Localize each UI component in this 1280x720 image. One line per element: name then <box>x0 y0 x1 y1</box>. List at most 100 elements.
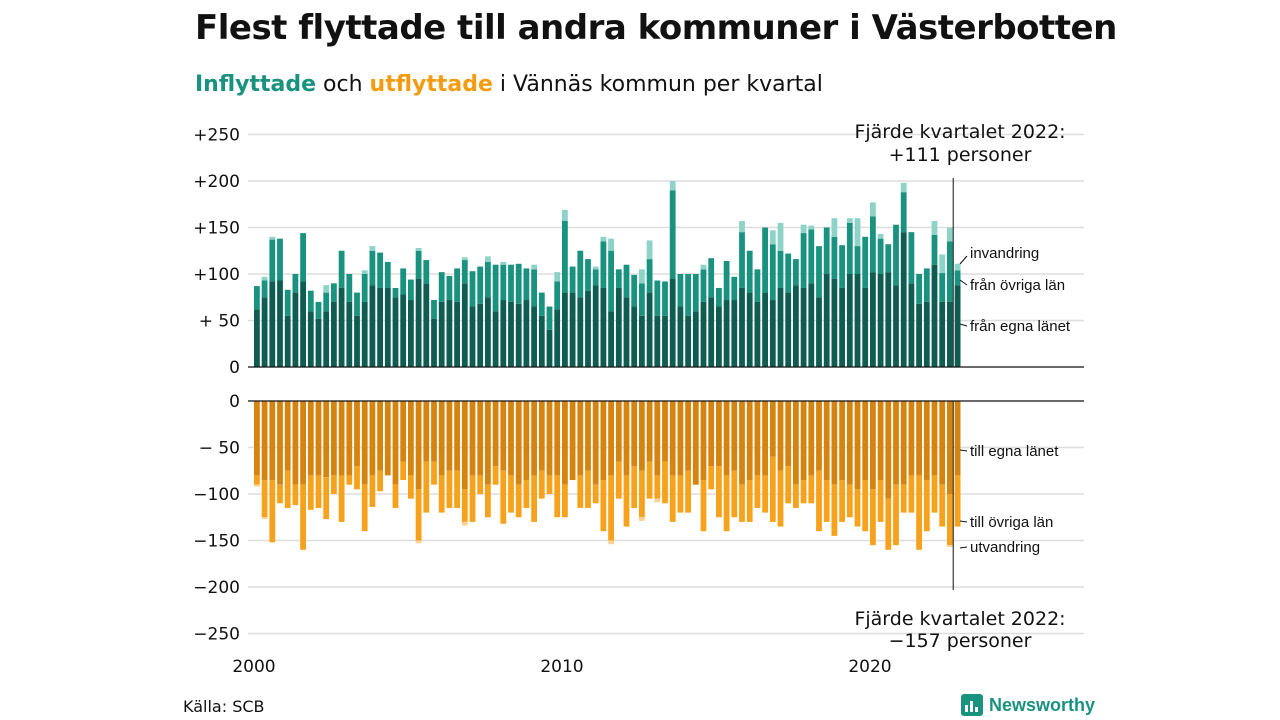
bar-out-ovriga-lan <box>631 466 638 508</box>
y-tick-label: −100 <box>193 485 240 505</box>
bar-out-ovriga-lan <box>885 498 892 550</box>
bar-out-ovriga-lan <box>469 475 476 522</box>
bar-out-egna-lanet <box>954 401 961 476</box>
bar-out-ovriga-lan <box>731 470 738 518</box>
y-tick-label: −200 <box>193 578 240 598</box>
bar-out-utvandring <box>261 517 268 520</box>
bar-in-egna-lanet <box>623 297 630 367</box>
bar-out-ovriga-lan <box>708 466 715 490</box>
bar-in-ovriga-lan <box>315 301 322 319</box>
bar-out-ovriga-lan <box>454 470 460 508</box>
bar-out-ovriga-lan <box>269 480 276 543</box>
bar-in-egna-lanet <box>785 292 792 367</box>
bar-in-ovriga-lan <box>769 244 776 301</box>
bar-out-egna-lanet <box>538 401 545 471</box>
bar-out-egna-lanet <box>284 401 291 471</box>
bar-in-ovriga-lan <box>384 261 391 288</box>
bar-in-egna-lanet <box>338 287 345 367</box>
y-tick-label: +200 <box>193 172 240 192</box>
bar-in-invandring <box>554 272 561 282</box>
bar-out-egna-lanet <box>546 401 553 476</box>
bar-in-ovriga-lan <box>954 270 961 286</box>
bar-out-ovriga-lan <box>446 470 453 508</box>
bar-in-ovriga-lan <box>254 286 260 310</box>
bar-out-egna-lanet <box>277 401 283 485</box>
bar-out-ovriga-lan <box>500 470 507 524</box>
bar-in-ovriga-lan <box>577 250 584 298</box>
bar-out-ovriga-lan <box>870 489 876 546</box>
bar-out-ovriga-lan <box>762 475 768 513</box>
bar-in-ovriga-lan <box>854 246 861 274</box>
bar-in-ovriga-lan <box>823 227 830 274</box>
bar-in-ovriga-lan <box>531 269 537 307</box>
leader-tick <box>959 255 968 265</box>
bar-in-egna-lanet <box>377 287 383 367</box>
bar-out-egna-lanet <box>569 401 576 481</box>
bar-out-egna-lanet <box>877 401 884 481</box>
bar-in-egna-lanet <box>854 274 861 367</box>
bar-in-invandring <box>269 236 276 240</box>
bar-out-egna-lanet <box>923 401 930 481</box>
bar-in-ovriga-lan <box>446 275 453 301</box>
bar-in-invandring <box>931 220 938 235</box>
bar-in-egna-lanet <box>669 278 676 367</box>
bar-out-egna-lanet <box>500 401 507 471</box>
bar-out-egna-lanet <box>615 401 622 462</box>
bar-in-invandring <box>777 222 784 251</box>
bar-out-ovriga-lan <box>662 461 668 504</box>
bar-out-egna-lanet <box>323 401 330 478</box>
bar-out-egna-lanet <box>523 401 530 481</box>
bar-out-egna-lanet <box>785 401 792 467</box>
bar-out-ovriga-lan <box>261 480 268 518</box>
bar-out-egna-lanet <box>769 401 776 457</box>
bar-in-ovriga-lan <box>923 268 930 302</box>
bar-out-egna-lanet <box>361 401 368 485</box>
bar-out-egna-lanet <box>739 401 745 485</box>
bar-out-egna-lanet <box>916 401 922 476</box>
bar-in-ovriga-lan <box>639 283 645 316</box>
bar-in-ovriga-lan <box>677 274 684 307</box>
bar-out-ovriga-lan <box>769 456 776 522</box>
bar-in-ovriga-lan <box>808 229 815 284</box>
bar-in-invandring <box>592 266 599 270</box>
bar-out-ovriga-lan <box>677 475 684 513</box>
bar-in-egna-lanet <box>315 318 322 367</box>
bar-in-egna-lanet <box>323 311 330 367</box>
bar-out-ovriga-lan <box>361 484 368 532</box>
leader-tick <box>959 546 968 549</box>
bar-out-egna-lanet <box>369 401 376 476</box>
bar-out-ovriga-lan <box>908 475 915 513</box>
bar-out-egna-lanet <box>716 401 722 467</box>
bar-in-ovriga-lan <box>623 264 630 298</box>
bar-in-egna-lanet <box>284 315 291 367</box>
bar-in-ovriga-lan <box>631 274 638 307</box>
bar-out-ovriga-lan <box>700 480 707 532</box>
bar-in-egna-lanet <box>477 303 484 367</box>
bar-out-egna-lanet <box>608 401 614 476</box>
bar-out-ovriga-lan <box>331 475 337 494</box>
bar-in-egna-lanet <box>361 301 368 367</box>
bar-out-egna-lanet <box>254 401 260 476</box>
bar-in-egna-lanet <box>577 297 584 367</box>
bar-in-egna-lanet <box>931 264 938 367</box>
bar-out-ovriga-lan <box>739 484 745 522</box>
bar-in-egna-lanet <box>492 311 499 367</box>
bar-in-ovriga-lan <box>554 281 561 310</box>
bar-out-egna-lanet <box>885 401 892 499</box>
bar-out-ovriga-lan <box>600 480 607 532</box>
bar-out-egna-lanet <box>423 401 430 462</box>
y-tick-label: −150 <box>193 532 240 552</box>
bar-out-egna-lanet <box>723 401 730 476</box>
bar-out-ovriga-lan <box>793 484 799 508</box>
bar-out-ovriga-lan <box>608 475 614 541</box>
bar-in-ovriga-lan <box>438 272 445 302</box>
bar-out-ovriga-lan <box>846 484 853 518</box>
bar-in-ovriga-lan <box>461 260 468 284</box>
bar-in-invandring <box>808 225 815 230</box>
bar-in-ovriga-lan <box>831 236 838 279</box>
bar-out-ovriga-lan <box>916 475 922 550</box>
bar-out-egna-lanet <box>777 401 784 471</box>
bar-out-ovriga-lan <box>315 475 322 508</box>
bar-out-egna-lanet <box>446 401 453 471</box>
